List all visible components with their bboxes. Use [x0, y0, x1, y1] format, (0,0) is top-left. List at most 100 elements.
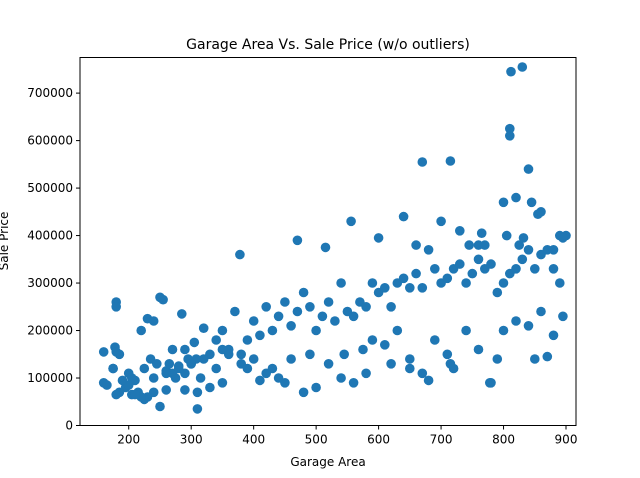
scatter-point — [492, 287, 503, 298]
scatter-point — [192, 387, 203, 398]
scatter-point — [411, 268, 421, 279]
scatter-point — [267, 325, 278, 336]
y-tick-label: 400000 — [27, 229, 73, 243]
scatter-point — [161, 368, 171, 379]
plot-area: 200 300 400 500 600 700 800 900 0 100000 200000 30… — [27, 57, 578, 447]
scatter-point — [464, 240, 475, 250]
scatter-point — [205, 382, 215, 393]
scatter-point — [111, 347, 121, 357]
x-tick-label: 700 — [430, 433, 453, 447]
scatter-point — [445, 156, 456, 166]
scatter-point — [492, 354, 503, 364]
scatter-point — [526, 197, 537, 208]
scatter-point — [548, 245, 559, 255]
x-axis-label: Garage Area — [290, 455, 365, 469]
scatter-point — [311, 325, 321, 336]
scatter-point — [286, 321, 296, 331]
scatter-point — [523, 245, 534, 255]
scatter-point — [198, 323, 209, 334]
scatter-point — [417, 283, 428, 293]
scatter-point — [323, 297, 334, 307]
scatter-point — [242, 335, 253, 345]
scatter-point — [255, 375, 265, 386]
scatter-point — [235, 249, 245, 260]
scatter-point — [436, 216, 446, 227]
scatter-point — [430, 264, 440, 274]
scatter-point — [361, 368, 371, 379]
y-axis-ticks: 0 100000 200000 300000 400000 500000 600000 700… — [27, 86, 80, 433]
scatter-point — [155, 292, 165, 303]
scatter-point — [498, 325, 509, 336]
scatter-point — [317, 311, 328, 322]
scatter-point — [236, 349, 246, 360]
scatter-point — [117, 375, 128, 386]
scatter-point — [217, 344, 228, 355]
scatter-point — [423, 245, 434, 255]
scatter-point — [392, 325, 403, 336]
scatter-point — [280, 297, 290, 307]
y-tick-label: 700000 — [27, 86, 73, 100]
scatter-point — [455, 259, 465, 269]
scatter-point — [380, 283, 390, 293]
scatter-point — [514, 240, 524, 250]
x-tick-label: 400 — [242, 433, 265, 447]
scatter-point — [367, 278, 378, 288]
scatter-point — [211, 363, 221, 374]
scatter-point — [523, 321, 534, 331]
scatter-point — [217, 325, 228, 336]
scatter-point — [473, 344, 484, 355]
data-points — [98, 62, 571, 414]
x-tick-label: 500 — [305, 433, 328, 447]
scatter-point — [298, 387, 309, 398]
scatter-point — [180, 385, 190, 395]
scatter-point — [461, 325, 471, 336]
scatter-point — [517, 254, 528, 265]
scatter-point — [286, 354, 296, 364]
scatter-point — [161, 385, 171, 395]
scatter-point — [518, 233, 529, 243]
scatter-point — [348, 311, 359, 322]
scatter-point — [461, 278, 471, 288]
scatter-point — [211, 335, 221, 345]
scatter-point — [386, 302, 396, 312]
scatter-point — [242, 363, 253, 374]
scatter-point — [398, 211, 409, 222]
y-tick-label: 100000 — [27, 371, 73, 385]
y-axis-label: Sale Price — [0, 212, 11, 271]
scatter-point — [473, 254, 484, 265]
scatter-point — [330, 316, 340, 326]
scatter-point — [248, 316, 259, 326]
scatter-point — [367, 335, 378, 345]
scatter-point — [148, 316, 159, 326]
scatter-point — [558, 311, 568, 322]
scatter-point — [164, 359, 175, 369]
scatter-point — [405, 283, 415, 293]
scatter-point — [558, 233, 568, 243]
y-tick-label: 0 — [65, 419, 73, 433]
scatter-point — [346, 216, 356, 227]
x-tick-label: 200 — [117, 433, 140, 447]
x-tick-label: 300 — [180, 433, 203, 447]
scatter-point — [305, 349, 315, 360]
scatter-point — [155, 401, 165, 412]
scatter-point — [480, 240, 490, 250]
scatter-point — [417, 368, 428, 379]
scatter-point — [261, 302, 272, 312]
scatter-point — [152, 359, 162, 369]
x-tick-label: 900 — [555, 433, 578, 447]
scatter-point — [498, 278, 509, 288]
scatter-point — [348, 378, 359, 388]
scatter-point — [536, 207, 546, 217]
scatter-point — [476, 228, 487, 238]
scatter-point — [323, 359, 334, 369]
scatter-point — [230, 306, 240, 317]
x-tick-label: 600 — [367, 433, 390, 447]
scatter-point — [501, 230, 512, 241]
y-tick-label: 600000 — [27, 134, 73, 148]
scatter-point — [298, 287, 309, 298]
scatter-point — [136, 325, 146, 336]
scatter-point — [198, 354, 209, 364]
scatter-point — [536, 306, 546, 317]
scatter-point — [405, 354, 415, 364]
